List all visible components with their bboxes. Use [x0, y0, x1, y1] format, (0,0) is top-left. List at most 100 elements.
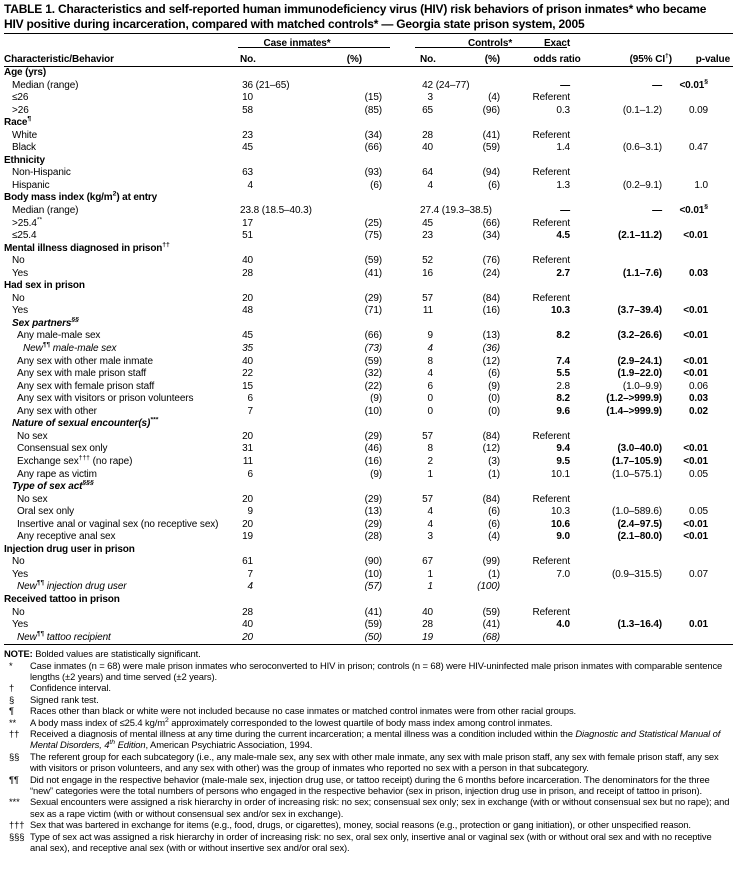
- cell-p-value: 0.06: [688, 380, 709, 392]
- cell-p-value: [674, 481, 733, 494]
- cell-ci: (1.0–575.1): [611, 468, 663, 480]
- table-row: Black 45 (66) 40 (59) 1.4 (0.6–3.1) 0.47: [4, 142, 733, 155]
- cell-case-pct: (93): [364, 167, 383, 179]
- cell-case-no: 31: [242, 443, 253, 455]
- cell-ci: [586, 632, 674, 645]
- cell-case-pct: (25): [364, 217, 383, 229]
- cell-controls-no: 9: [427, 330, 434, 342]
- row-label: No: [12, 292, 25, 304]
- cell-p-value: [674, 581, 733, 594]
- cell-case-no: 61: [242, 556, 253, 568]
- title-line-2: HIV positive during incarceration, compa…: [4, 16, 585, 31]
- cell-case-no: 20: [242, 518, 253, 530]
- cell-odds-ratio: 4.0: [556, 619, 571, 631]
- cell-odds-ratio: 0.3: [556, 104, 571, 116]
- cell-p-value: [674, 293, 733, 306]
- cell-ci: [586, 594, 674, 607]
- table-row: Race¶: [4, 116, 733, 130]
- footnote-marker: ¶: [9, 705, 14, 717]
- cell-controls-no: 28: [422, 619, 434, 631]
- footnote-item: ¶ Races other than black or white were no…: [4, 705, 731, 716]
- cell-case-no: 6: [247, 393, 254, 405]
- footnote-marker: ¶¶: [9, 773, 19, 785]
- cell-ci: (1.0–9.9): [622, 380, 663, 392]
- cell-controls-pct: (4): [488, 92, 501, 104]
- table-row: Any sex with male prison staff 22 (32) 4 (6)…: [4, 368, 733, 381]
- cell-ci: [586, 607, 674, 620]
- cell-controls-pct: (24): [482, 267, 501, 279]
- cell-case-no: 11: [242, 455, 253, 467]
- cell-controls-no: 40: [422, 606, 434, 618]
- cell-case-pct: [312, 67, 382, 80]
- cell-controls-pct: [470, 192, 502, 205]
- cell-controls-no: 1: [427, 581, 434, 593]
- cell-p-value: 0.47: [688, 142, 709, 154]
- row-label: Type of sex act§§§: [12, 479, 94, 493]
- cell-case-no: [240, 280, 312, 293]
- footnote-item: * Case inmates (n = 68) were male prison …: [4, 660, 731, 683]
- cell-controls-no: 28: [422, 129, 434, 141]
- cell-controls-no: 1: [427, 568, 434, 580]
- table-row: Any male-male sex 45 (66) 9 (13) 8.2 (3.2–26.6…: [4, 330, 733, 343]
- cell-p-value: [674, 343, 733, 356]
- cell-case-no: 36 (21–65): [242, 79, 290, 91]
- table-row: No 28 (41) 40 (59) Referent: [4, 607, 733, 620]
- cell-case-no: 23: [242, 129, 253, 141]
- cell-controls-pct: [470, 117, 502, 130]
- row-label: Consensual sex only: [17, 443, 108, 455]
- footnote-text: Signed rank test.: [30, 693, 99, 705]
- cell-p-value: [674, 556, 733, 569]
- cell-p-value: [674, 494, 733, 507]
- footnote-item: ** A body mass index of ≤25.4 kg/m2 appro…: [4, 717, 731, 728]
- cell-ci: (0.9–315.5): [611, 568, 663, 580]
- cell-odds-ratio: Referent: [532, 292, 571, 304]
- row-label: Mental illness diagnosed in prison††: [4, 241, 170, 254]
- cell-odds-ratio: [502, 155, 586, 168]
- cell-controls-no: 64: [422, 167, 434, 179]
- cell-case-no: [240, 192, 312, 205]
- footnote-text: The referent group for each subcategory …: [30, 750, 719, 774]
- cell-controls-pct: (6): [488, 506, 501, 518]
- table-row: Insertive anal or vaginal sex (no recept…: [4, 519, 733, 532]
- cell-controls-no: [382, 67, 470, 80]
- cell-ci: (0.2–9.1): [622, 179, 663, 191]
- cell-case-pct: [312, 205, 382, 218]
- table-row: Sex partners§§: [4, 316, 733, 331]
- cell-ci: [586, 280, 674, 293]
- cell-odds-ratio: [502, 67, 586, 80]
- cell-case-no: 20: [242, 430, 253, 442]
- table-row: >25.4** 17 (25) 45 (66) Referent: [4, 216, 733, 231]
- footnote-text: Did not engage in the respective behavio…: [30, 773, 710, 797]
- row-label: Sex partners§§: [12, 316, 79, 329]
- cell-controls-pct: (0): [488, 393, 501, 405]
- cell-p-value: [674, 243, 733, 256]
- cell-case-no: 20: [242, 631, 253, 643]
- table-row: Median (range) 23.8 (18.5–40.3) 27.4 (19.3…: [4, 204, 733, 218]
- row-label: Median (range): [12, 79, 79, 91]
- cell-p-value: [674, 92, 733, 105]
- table-row: ≤26 10 (15) 3 (4) Referent: [4, 92, 733, 105]
- cell-controls-no: 65: [422, 104, 434, 116]
- cell-case-pct: [312, 418, 382, 431]
- cell-controls-no: 4: [427, 179, 434, 191]
- cell-ci: [586, 255, 674, 268]
- header-ci: (95% CI†): [586, 49, 675, 67]
- cell-case-pct: (34): [364, 129, 383, 141]
- cell-p-value: 0.03: [688, 393, 709, 405]
- cell-case-no: 23.8 (18.5–40.3): [240, 205, 312, 217]
- cell-ci: (2.1–11.2): [617, 230, 663, 242]
- cell-case-no: 19: [242, 531, 253, 543]
- cell-p-value: 1.0: [694, 179, 709, 191]
- footnote-marker: §§§: [9, 830, 25, 842]
- cell-controls-no: 4: [427, 518, 434, 530]
- row-label: Any receptive anal sex: [17, 531, 116, 543]
- cell-controls-no: [382, 155, 470, 168]
- cell-case-pct: [312, 318, 382, 331]
- cell-p-value: [674, 431, 733, 444]
- cell-odds-ratio: 9.0: [556, 531, 571, 543]
- cell-case-no: [240, 155, 312, 168]
- footnote-item: §§§ Type of sex act was assigned a risk h…: [4, 831, 731, 854]
- cell-controls-no: 3: [427, 531, 434, 543]
- cell-controls-pct: (1): [488, 568, 501, 580]
- cell-odds-ratio: [502, 280, 586, 293]
